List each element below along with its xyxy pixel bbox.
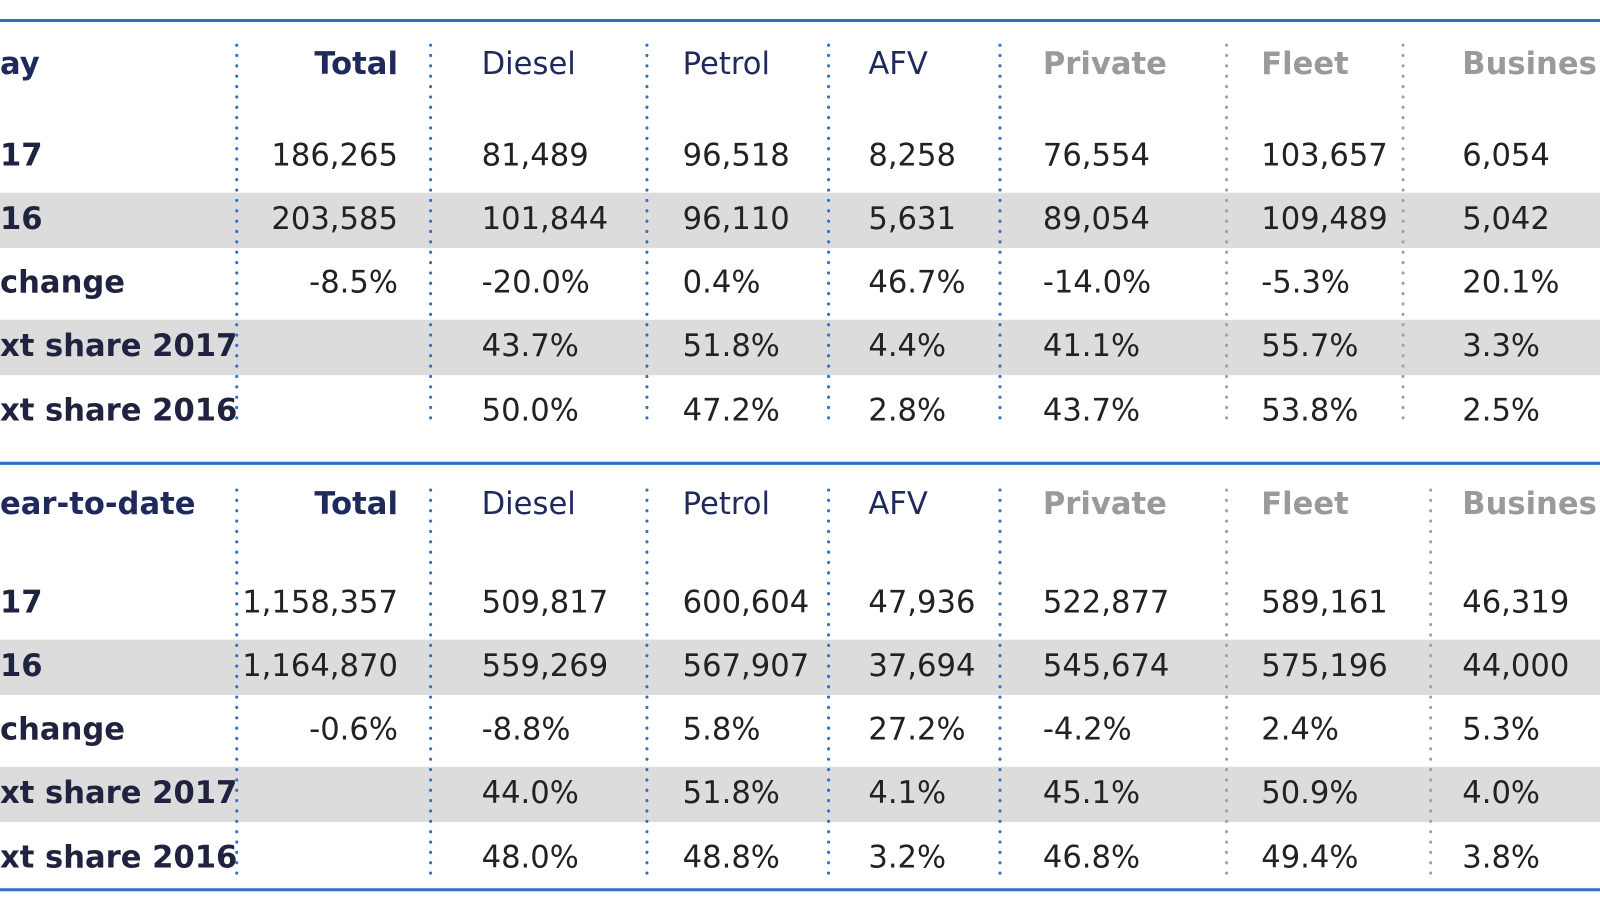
cell: 2.8% [868, 394, 946, 429]
row-band [0, 319, 1600, 376]
cell: 186,265 [271, 138, 398, 173]
cell: 5.3% [1462, 712, 1540, 747]
cell: -8.8% [482, 712, 571, 747]
cell: 545,674 [1043, 649, 1170, 684]
cell: 41.1% [1043, 329, 1140, 364]
cell: 37,694 [868, 649, 975, 684]
cell: 109,489 [1261, 202, 1388, 237]
cell: 76,554 [1043, 138, 1150, 173]
cell: 575,196 [1261, 649, 1388, 684]
row-label: 17 [0, 138, 43, 173]
row-label: 16 [0, 202, 43, 237]
cell: 50.9% [1261, 776, 1358, 811]
column-header: Private [1043, 47, 1167, 82]
cell: -20.0% [482, 265, 590, 300]
cell: 8,258 [868, 138, 956, 173]
cell: 5,042 [1462, 202, 1550, 237]
cell: 44.0% [482, 776, 579, 811]
column-header: ear-to-date [0, 487, 196, 522]
cell: 4.4% [868, 329, 946, 364]
cell: 20.1% [1462, 265, 1559, 300]
cell: 1,158,357 [242, 585, 398, 620]
cell: 3.2% [868, 840, 946, 875]
cell: 4.1% [868, 776, 946, 811]
column-header: Total [314, 487, 398, 522]
column-header: Fleet [1261, 47, 1349, 82]
cell: 0.4% [683, 265, 761, 300]
cell: -4.2% [1043, 712, 1132, 747]
cell: 47,936 [868, 585, 975, 620]
cell: 589,161 [1261, 585, 1388, 620]
cell: 51.8% [683, 776, 780, 811]
cell: 55.7% [1261, 329, 1358, 364]
cell: 48.8% [683, 840, 780, 875]
row-label: change [0, 712, 125, 747]
cell: 46,319 [1462, 585, 1569, 620]
column-header: Petrol [683, 487, 770, 522]
cell: 96,110 [683, 202, 790, 237]
column-header: Diesel [482, 47, 576, 82]
cell: 81,489 [482, 138, 589, 173]
cell: 1,164,870 [242, 649, 398, 684]
cell: -14.0% [1043, 265, 1151, 300]
cell: 47.2% [683, 394, 780, 429]
cell: 43.7% [1043, 394, 1140, 429]
cell: 89,054 [1043, 202, 1150, 237]
cell: 43.7% [482, 329, 579, 364]
row-band [0, 192, 1600, 249]
cell: 5.8% [683, 712, 761, 747]
cell: 45.1% [1043, 776, 1140, 811]
cell: 522,877 [1043, 585, 1170, 620]
cell: 3.3% [1462, 329, 1540, 364]
cell: 46.7% [868, 265, 965, 300]
row-label: xt share 2017 [0, 329, 237, 364]
column-header: Busines [1462, 487, 1597, 522]
row-label: 16 [0, 649, 43, 684]
cell: -8.5% [309, 265, 398, 300]
cell: 51.8% [683, 329, 780, 364]
cell: 6,054 [1462, 138, 1550, 173]
row-label: change [0, 265, 125, 300]
column-header: Petrol [683, 47, 770, 82]
row-label: xt share 2017 [0, 776, 237, 811]
row-band [0, 766, 1600, 823]
cell: 27.2% [868, 712, 965, 747]
column-header: Diesel [482, 487, 576, 522]
cell: 203,585 [271, 202, 398, 237]
cell: -0.6% [309, 712, 398, 747]
column-header: ay [0, 47, 40, 82]
cell: -5.3% [1261, 265, 1350, 300]
cell: 559,269 [482, 649, 609, 684]
row-band [0, 639, 1600, 695]
cell: 44,000 [1462, 649, 1569, 684]
cell: 53.8% [1261, 394, 1358, 429]
column-header: Private [1043, 487, 1167, 522]
cell: 50.0% [482, 394, 579, 429]
cell: 46.8% [1043, 840, 1140, 875]
column-header: AFV [868, 47, 927, 82]
cell: 3.8% [1462, 840, 1540, 875]
column-header: Fleet [1261, 487, 1349, 522]
cell: 96,518 [683, 138, 790, 173]
column-header: AFV [868, 487, 927, 522]
cell: 2.5% [1462, 394, 1540, 429]
cell: 49.4% [1261, 840, 1358, 875]
column-header: Total [314, 47, 398, 82]
cell: 567,907 [683, 649, 810, 684]
cell: 5,631 [868, 202, 956, 237]
cell: 103,657 [1261, 138, 1388, 173]
cell: 101,844 [482, 202, 609, 237]
cell: 509,817 [482, 585, 609, 620]
row-label: xt share 2016 [0, 840, 237, 875]
row-label: 17 [0, 585, 43, 620]
row-label: xt share 2016 [0, 394, 237, 429]
column-header: Busines [1462, 47, 1597, 82]
cell: 600,604 [683, 585, 810, 620]
cell: 4.0% [1462, 776, 1540, 811]
cell: 2.4% [1261, 712, 1339, 747]
cell: 48.0% [482, 840, 579, 875]
